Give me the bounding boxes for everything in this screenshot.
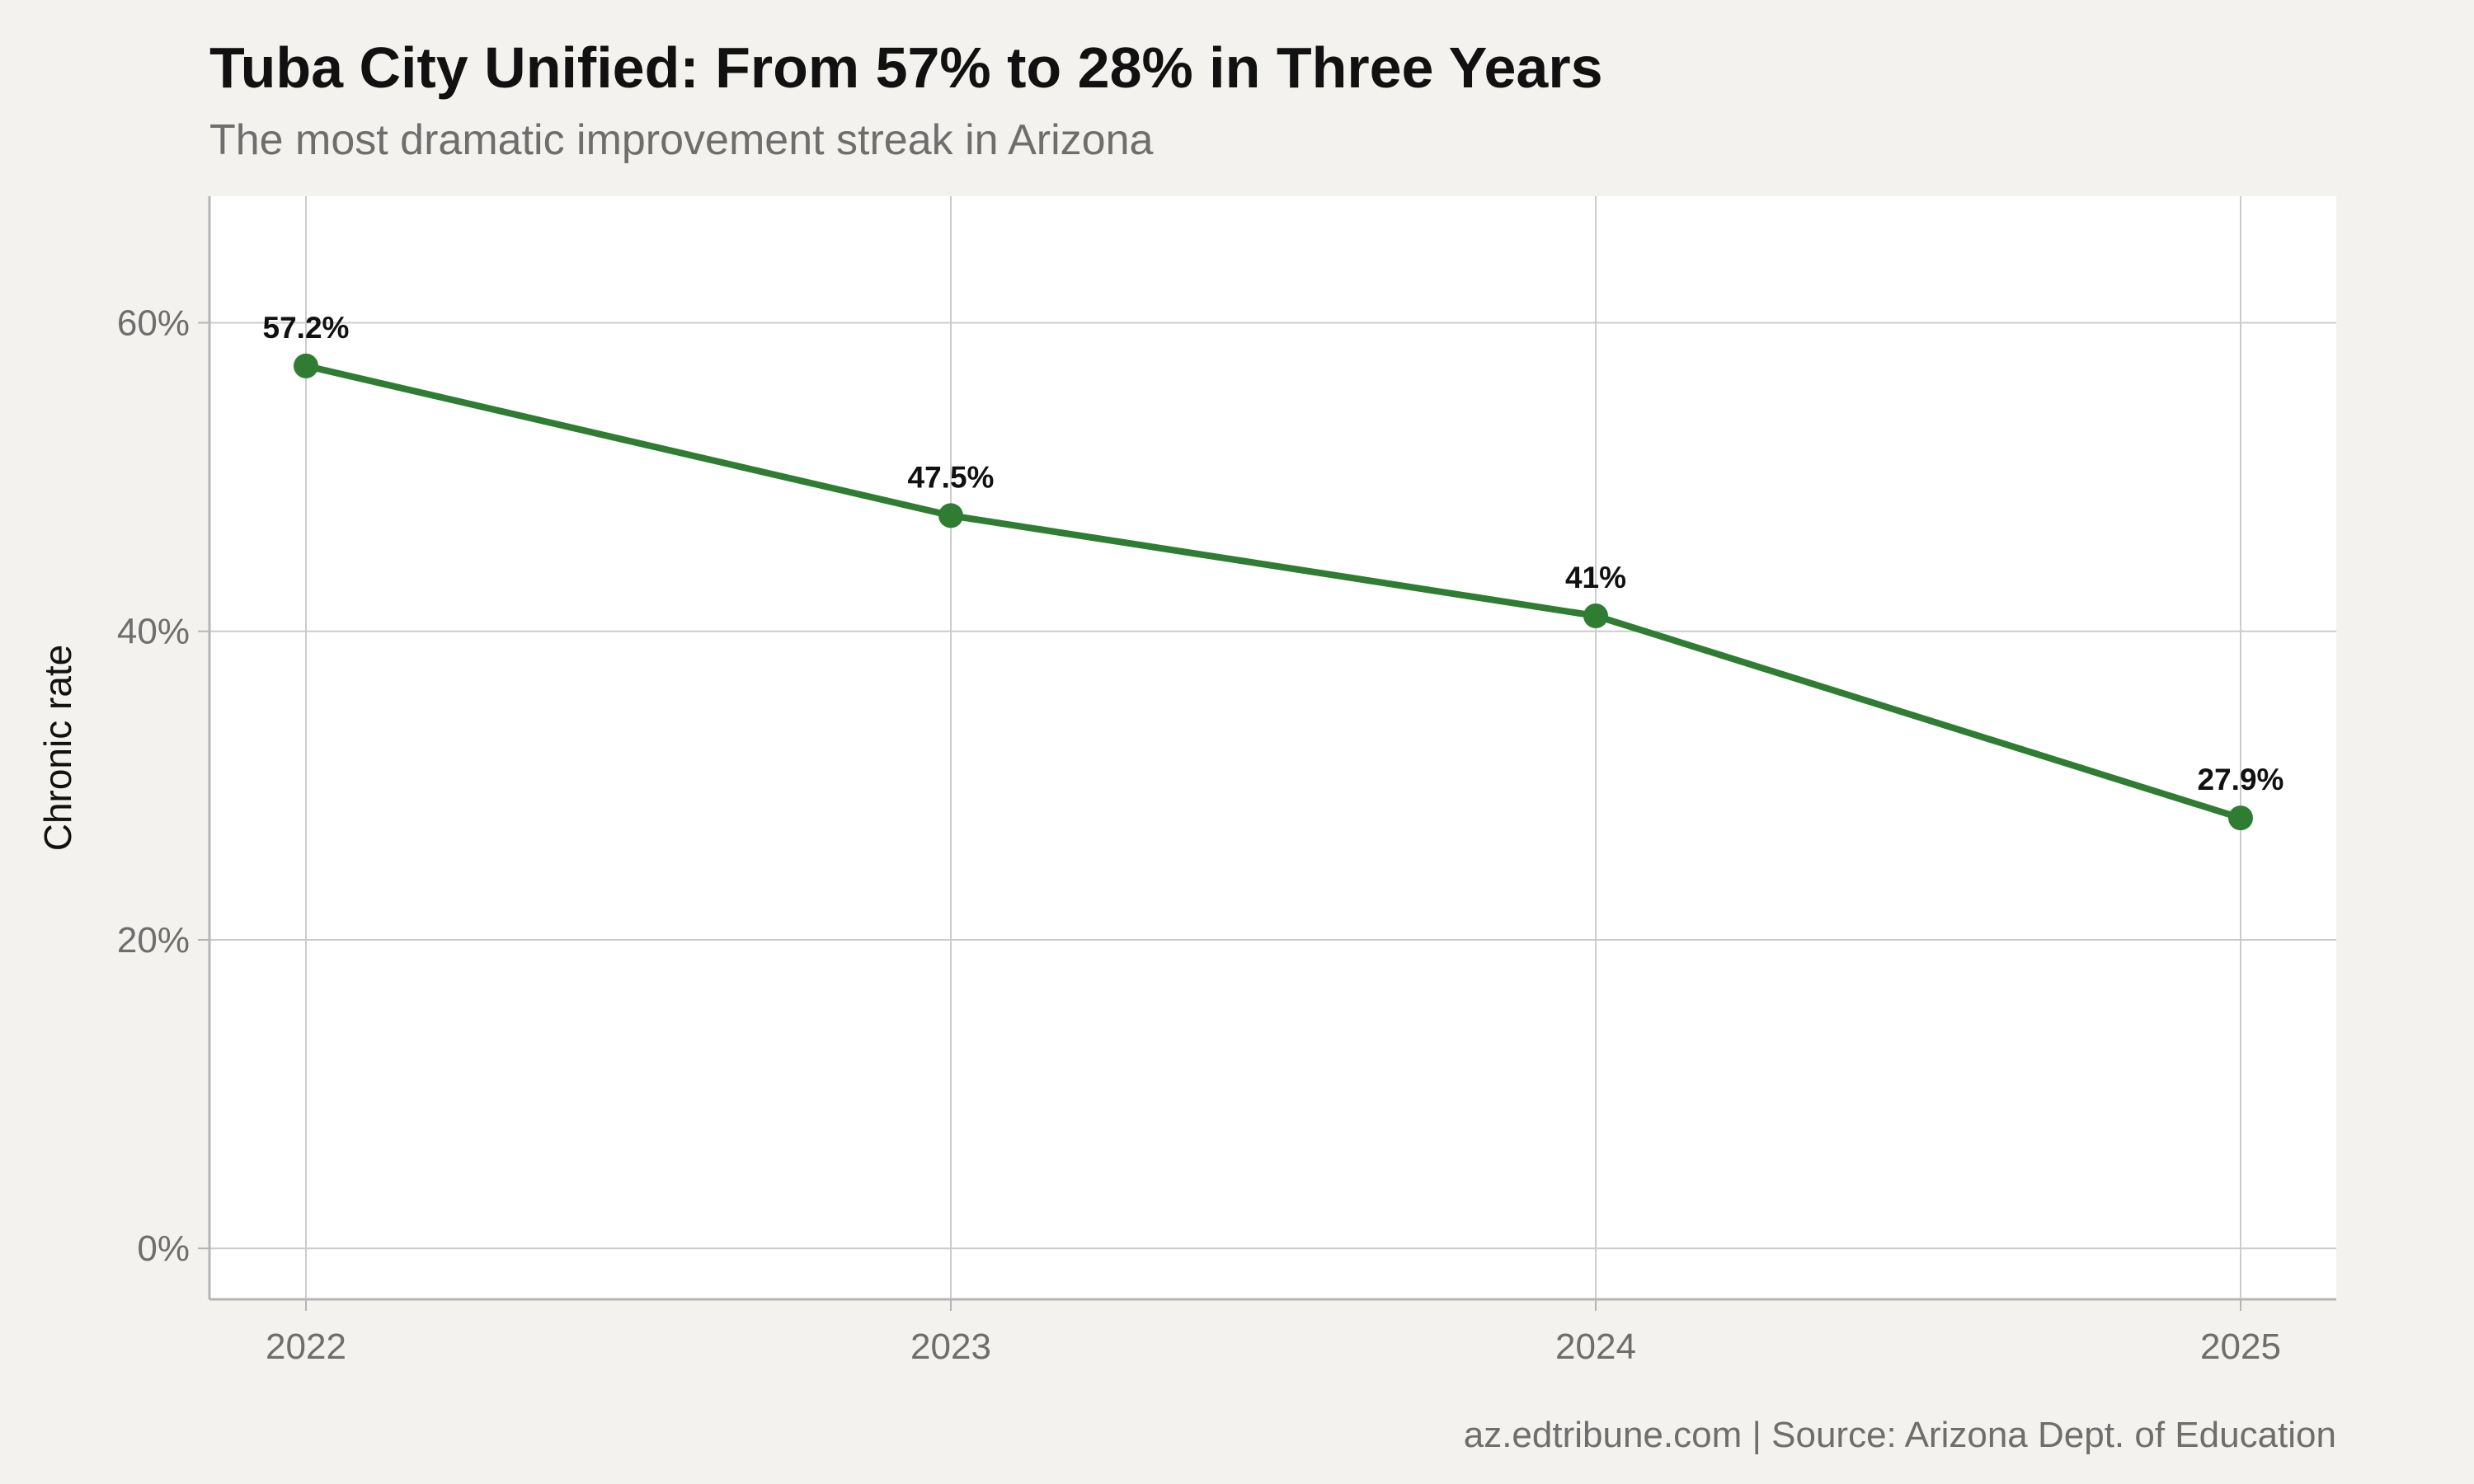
y-tick-label: 0%	[137, 1228, 190, 1269]
data-points	[294, 353, 2253, 831]
x-axis-ticks: 2022 2023 2024 2025	[266, 1299, 2281, 1367]
data-point	[2228, 805, 2253, 831]
data-label: 41%	[1565, 561, 1626, 594]
grid-lines	[209, 196, 2336, 1299]
y-tick-label: 20%	[117, 920, 190, 960]
y-tick-label: 40%	[117, 612, 190, 652]
data-point	[938, 503, 963, 528]
data-label: 27.9%	[2198, 763, 2284, 796]
y-axis-title: Chronic rate	[36, 645, 79, 852]
x-tick-label: 2025	[2200, 1327, 2281, 1367]
y-tick-label: 60%	[117, 303, 190, 343]
plot-panel	[209, 196, 2336, 1299]
data-point	[1583, 603, 1608, 629]
x-tick-label: 2023	[910, 1327, 991, 1367]
y-axis-ticks: 0% 20% 40% 60%	[117, 303, 209, 1269]
data-point	[294, 353, 318, 378]
data-label: 57.2%	[263, 311, 350, 345]
data-label: 47.5%	[908, 460, 995, 494]
series-line	[303, 362, 2244, 822]
chart-subtitle: The most dramatic improvement streak in …	[209, 116, 1154, 164]
data-labels: 57.2% 47.5% 41% 27.9%	[263, 311, 2284, 796]
source-caption: az.edtribune.com | Source: Arizona Dept.…	[1463, 1415, 2336, 1455]
x-tick-label: 2024	[1555, 1327, 1636, 1367]
chart-title: Tuba City Unified: From 57% to 28% in Th…	[209, 35, 1603, 100]
x-tick-label: 2022	[266, 1327, 346, 1367]
